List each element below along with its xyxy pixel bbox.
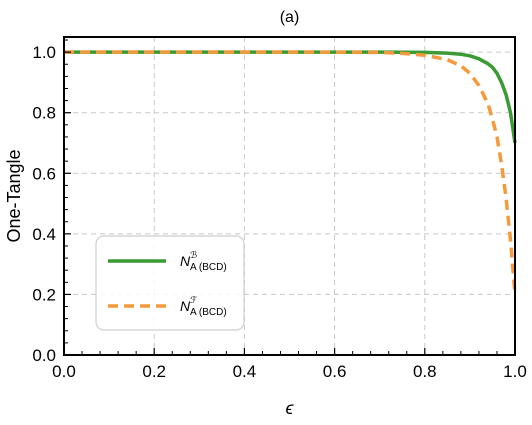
x-tick-label: 0.6 [323,362,347,381]
x-tick-label: 0.8 [413,362,437,381]
labels-layer: 0.0 0.2 0.4 0.6 0.8 1.0 0.0 0.2 0.4 0.6 0.8 1.0 (a) ϵ… [4,9,527,418]
chart-title: (a) [280,9,300,26]
legend-label-1: Nℬ A (BCD) [180,250,227,273]
x-tick-label: 0.4 [233,362,257,381]
x-tick-label: 0.0 [52,362,76,381]
y-tick-label: 1.0 [32,43,56,62]
x-tick-label: 0.2 [142,362,166,381]
ticks-layer [63,39,516,356]
y-tick-label: 0.0 [32,346,56,365]
legend-label-2: Nℱ A (BCD) [180,295,227,318]
y-tick-label: 0.2 [32,285,56,304]
y-tick-label: 0.4 [32,225,56,244]
y-tick-label: 0.8 [32,104,56,123]
y-axis-label: One-Tangle [4,149,24,242]
series-line-1 [64,50,517,144]
series-layer [64,50,517,295]
plot-frame [63,36,516,356]
x-axis-label: ϵ [286,398,295,418]
y-tick-label: 0.6 [32,164,56,183]
legend: Nℬ A (BCD) Nℱ A (BCD) [95,235,245,331]
x-tick-label: 1.0 [503,362,527,381]
series-line-2 [64,50,517,295]
